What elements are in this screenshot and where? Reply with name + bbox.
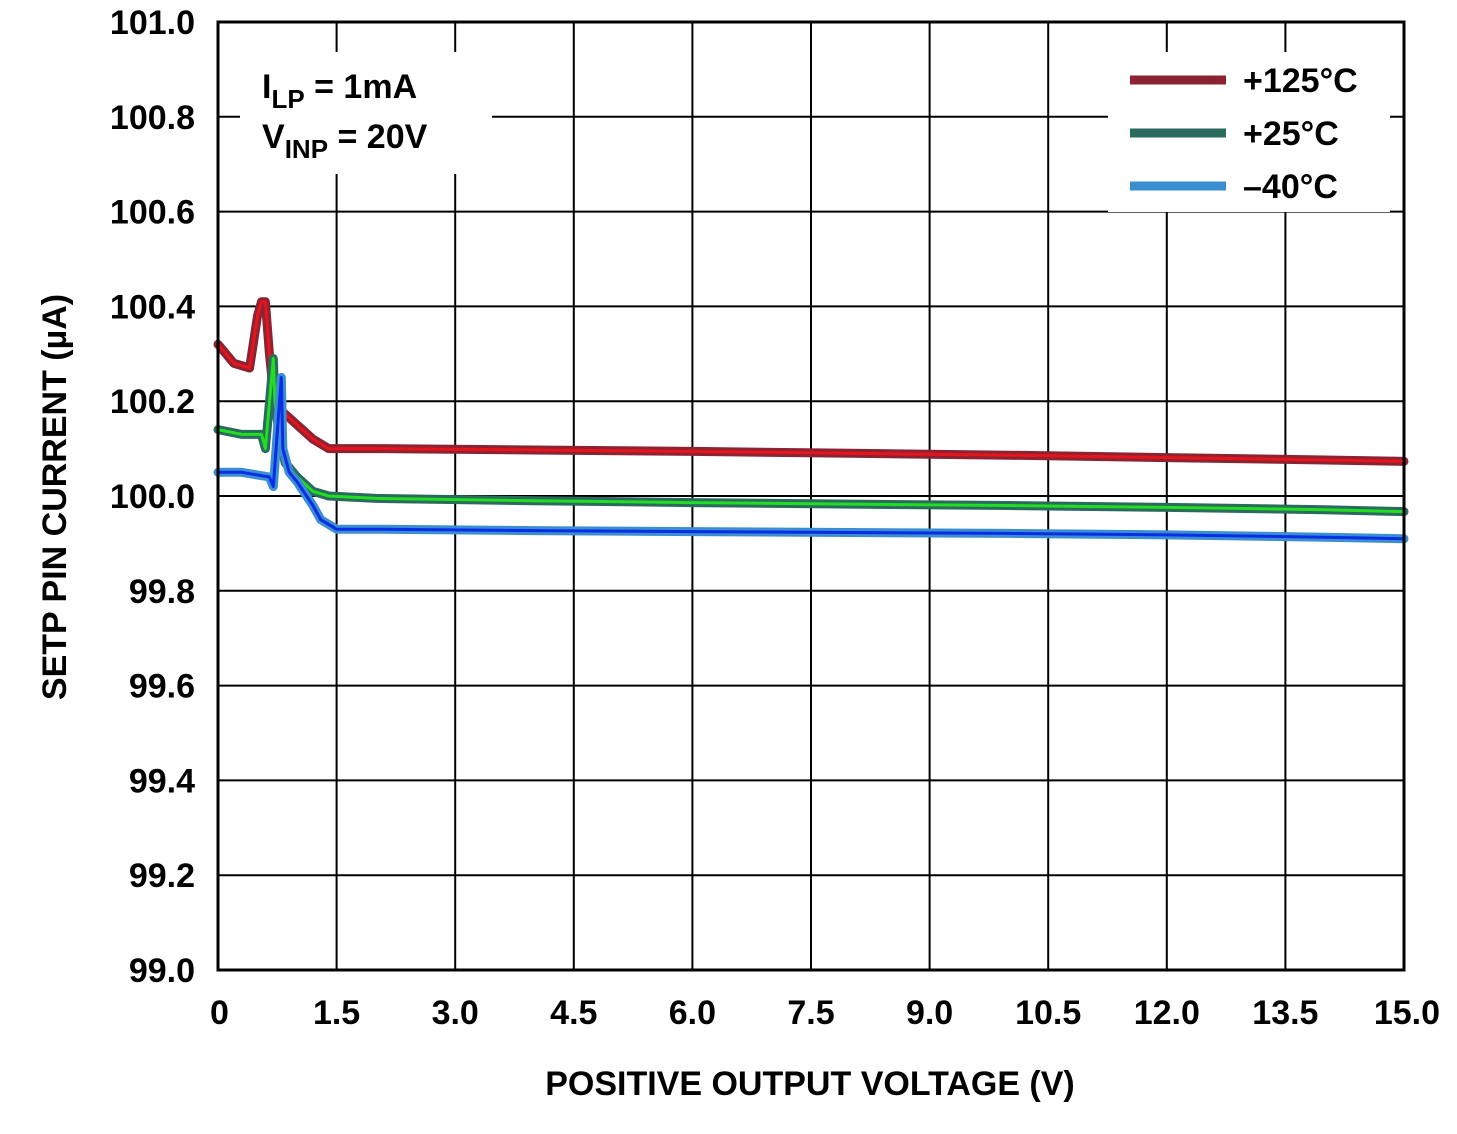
annotation-vinp: VINP = 20V: [262, 118, 428, 164]
y-tick-label: 100.8: [110, 99, 195, 137]
legend-label-0: +125°C: [1243, 62, 1358, 100]
x-tick-label: 0: [210, 994, 229, 1032]
y-tick-label: 100.4: [110, 288, 195, 326]
x-tick-label: 4.5: [550, 994, 597, 1032]
x-tick-label: 3.0: [432, 994, 479, 1032]
tick-labels: 0 1.5 3.0 4.5 6.0 7.5 9.0 10.5 12.0 13.5 15.0 99.0 9…: [110, 4, 1440, 1032]
series-overlay-line-2: [218, 376, 1405, 541]
x-tick-label: 10.5: [1015, 994, 1081, 1032]
y-tick-label: 100.6: [110, 194, 195, 232]
y-tick-label: 100.2: [110, 383, 195, 421]
x-tick-label: 1.5: [313, 994, 360, 1032]
x-tick-label: 9.0: [906, 994, 953, 1032]
y-axis-title: SETP PIN CURRENT (µA): [36, 294, 74, 700]
legend-label-2: –40°C: [1243, 168, 1338, 206]
y-tick-label: 99.6: [129, 668, 195, 706]
series-overlay-line-0: [216, 300, 1405, 463]
annotation-box: ILP = 1mA VINP = 20V: [240, 52, 492, 174]
x-tick-label: 6.0: [669, 994, 716, 1032]
plot-frame: [216, 20, 1406, 972]
annotation-ilp: ILP = 1mA: [262, 68, 417, 114]
x-tick-label: 15.0: [1374, 994, 1440, 1032]
y-tick-label: 101.0: [110, 4, 195, 42]
legend-label-1: +25°C: [1243, 115, 1339, 153]
series-layer: [213, 297, 1409, 544]
series-overlay-line-1: [217, 357, 1405, 514]
legend: +125°C +25°C –40°C: [1108, 52, 1390, 212]
y-tick-label: 99.4: [129, 762, 195, 800]
x-tick-label: 7.5: [787, 994, 834, 1032]
y-tick-label: 99.2: [129, 857, 195, 895]
x-axis-title: POSITIVE OUTPUT VOLTAGE (V): [545, 1065, 1075, 1103]
x-tick-label: 13.5: [1252, 994, 1318, 1032]
x-tick-label: 12.0: [1134, 994, 1200, 1032]
y-tick-label: 100.0: [110, 478, 195, 516]
y-tick-label: 99.8: [129, 573, 195, 611]
y-tick-label: 99.0: [129, 952, 195, 990]
